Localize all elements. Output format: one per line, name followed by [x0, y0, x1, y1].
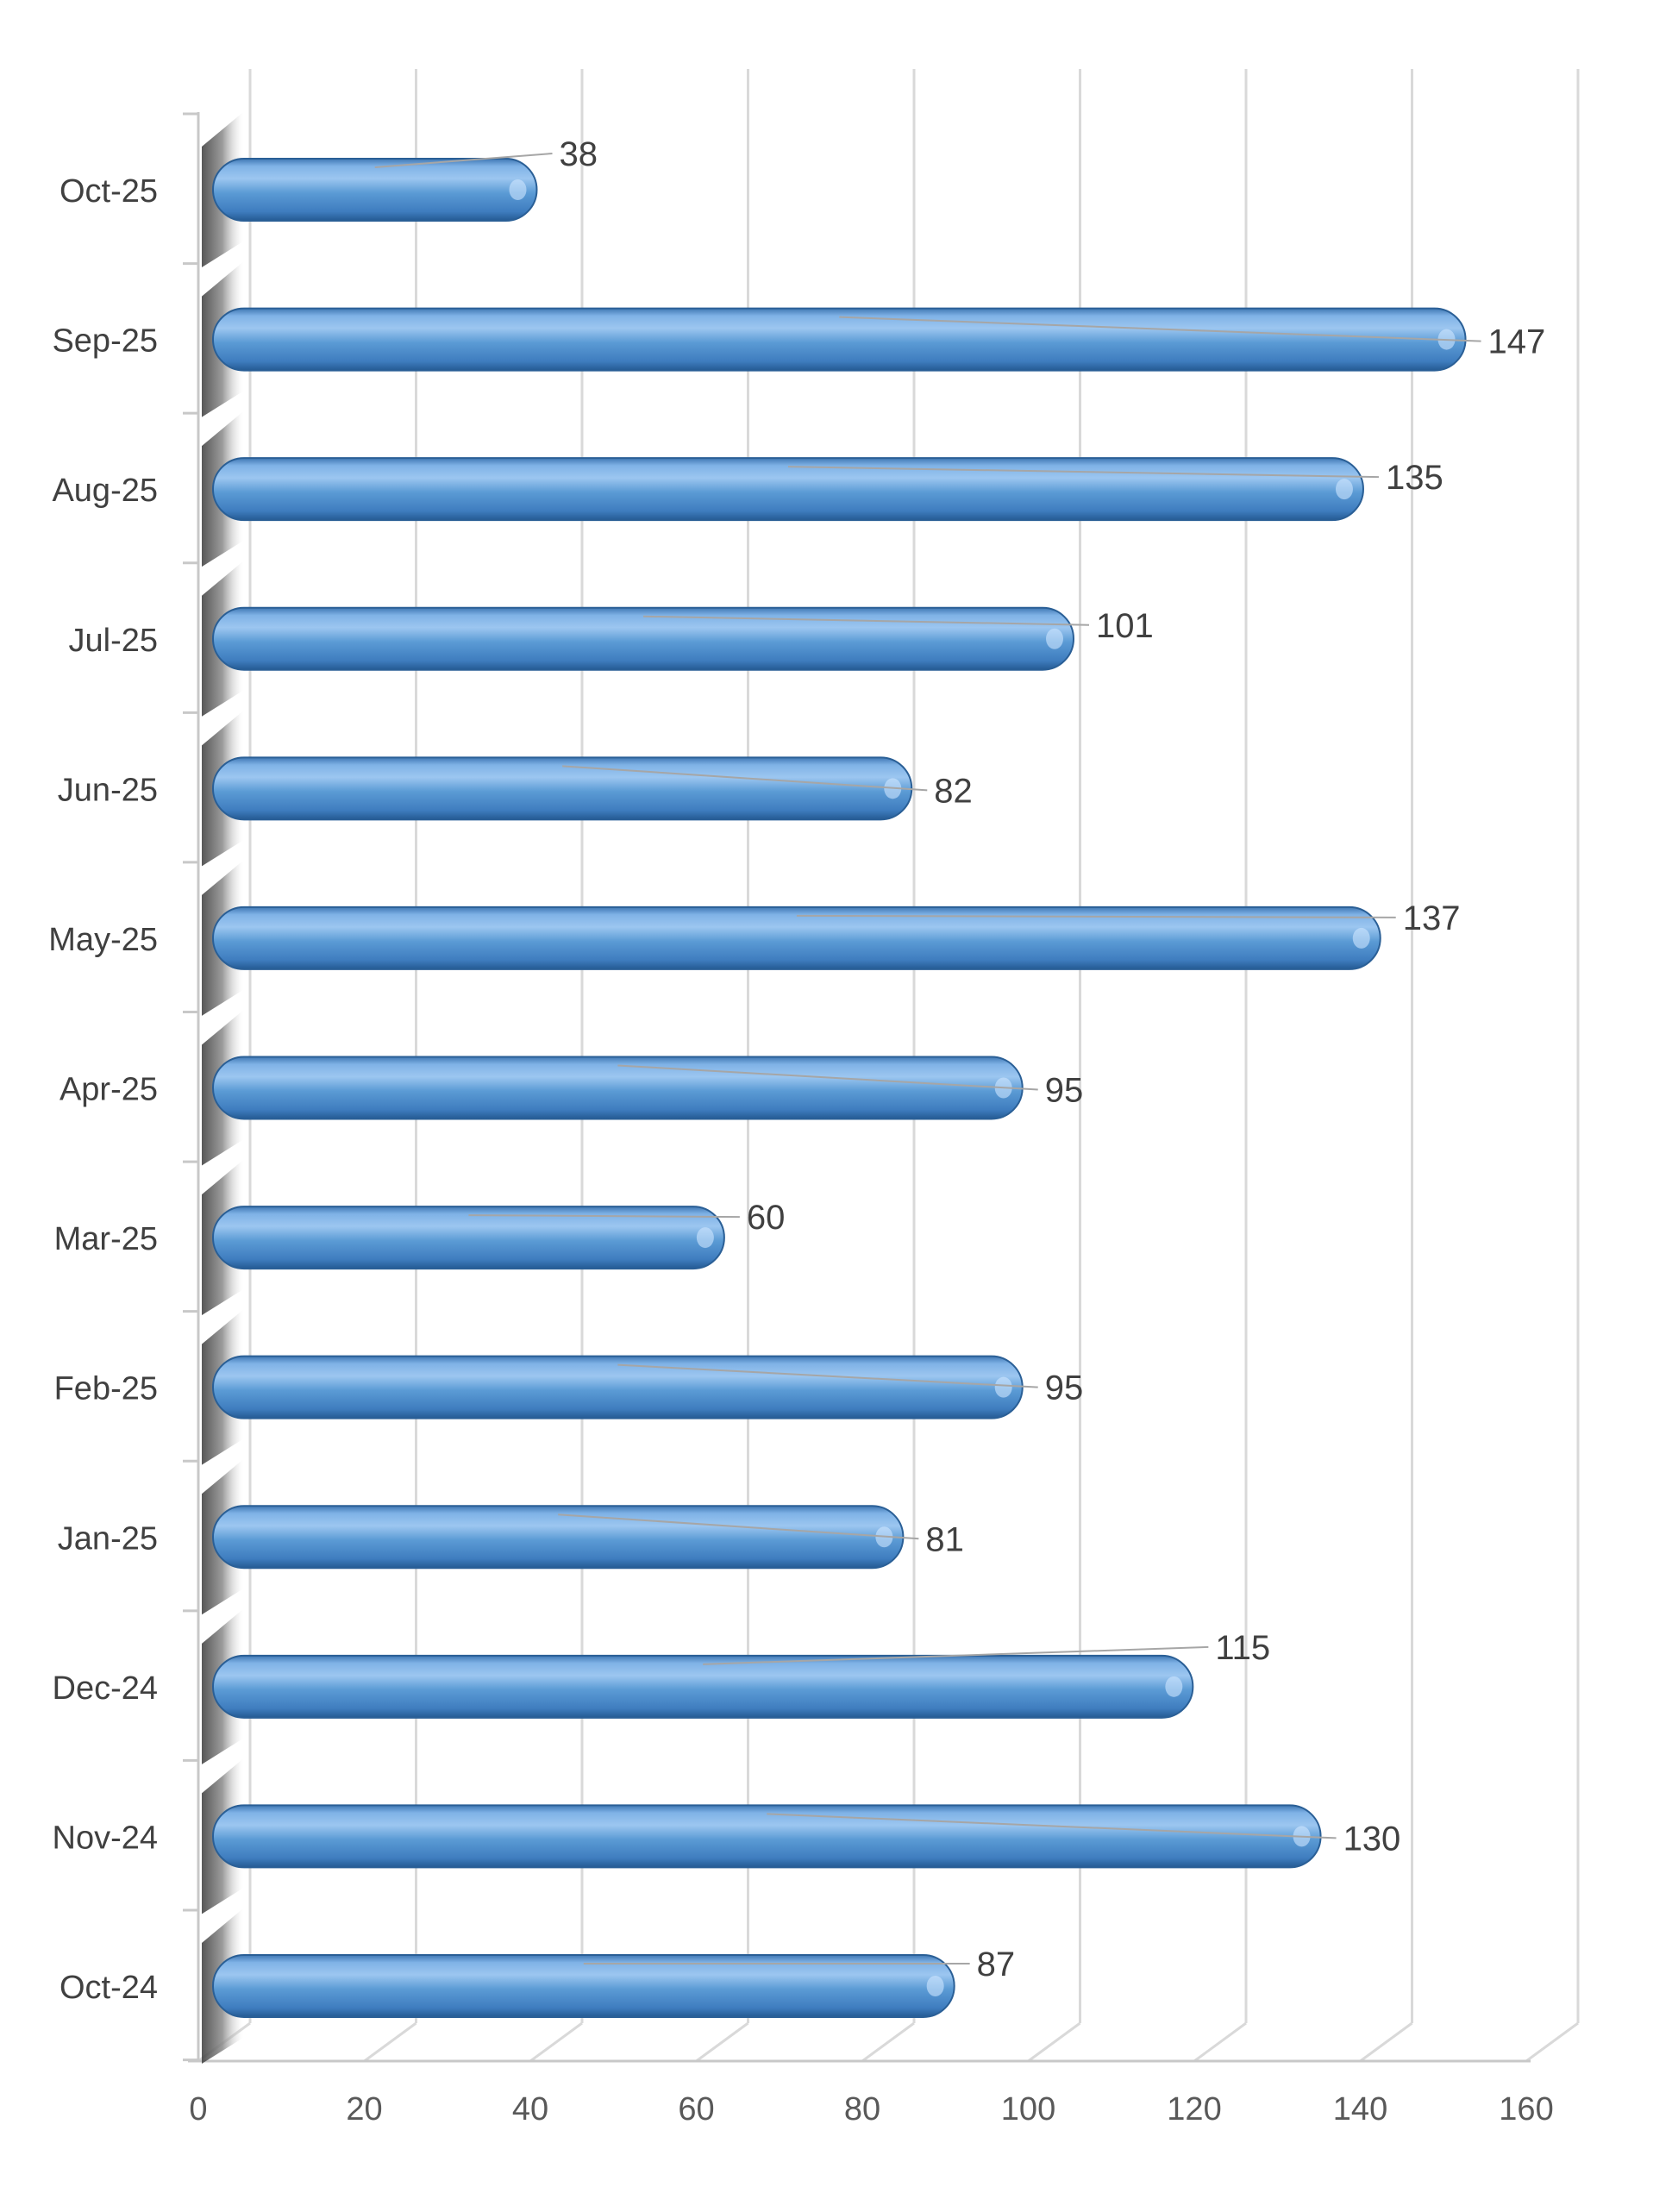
category-label: Jun-25: [58, 772, 158, 808]
category-label: May-25: [48, 922, 158, 958]
bar-body: [212, 1954, 955, 2018]
x-tick-labels: 0 20 40 60 80 100 120 140 160: [189, 2091, 1553, 2127]
leader-line: [839, 316, 1481, 342]
category-label: Apr-25: [59, 1072, 158, 1108]
floor-line-120: [1193, 2021, 1247, 2063]
bar-Sep-25: [212, 307, 1467, 372]
data-label: 130: [1343, 1820, 1401, 1858]
data-label: 95: [1045, 1369, 1084, 1407]
bar-May-25: [212, 905, 1381, 970]
bar-cap-highlight: [696, 1227, 714, 1249]
data-label: 82: [934, 772, 973, 810]
bar-Oct-25: [212, 158, 538, 222]
leader-line: [787, 466, 1379, 479]
bar-Jul-25: [212, 606, 1075, 671]
leader-line: [767, 1813, 1337, 1839]
bar-body: [212, 307, 1467, 372]
floor-line-140: [1359, 2021, 1413, 2063]
category-label: Oct-24: [59, 1970, 158, 2006]
data-label: 87: [977, 1946, 1016, 1983]
x-tick-label: 40: [512, 2091, 548, 2127]
floor-line-100: [1027, 2021, 1081, 2063]
x-tick-label: 120: [1167, 2091, 1221, 2127]
data-label: 95: [1045, 1072, 1084, 1110]
leader-line: [617, 1363, 1038, 1388]
category-label: Oct-25: [59, 173, 158, 210]
bar-body: [212, 606, 1075, 671]
bar-cap-highlight: [1046, 628, 1064, 649]
x-tick-label: 20: [346, 2091, 382, 2127]
leader-line: [617, 1064, 1038, 1091]
bar-cap-highlight: [1352, 927, 1370, 949]
bar-cap-highlight: [926, 1976, 944, 1996]
bar-body: [212, 158, 538, 222]
bar-cap-highlight: [509, 179, 527, 200]
bar-Oct-24: [212, 1954, 955, 2018]
category-label: Mar-25: [54, 1221, 158, 1257]
data-label: 137: [1403, 899, 1461, 937]
leader-line: [562, 765, 928, 792]
grid-layer: [183, 69, 1580, 2063]
leader-line: [703, 1645, 1209, 1665]
bar-Dec-24: [212, 1654, 1194, 1719]
bar-body: [212, 1654, 1194, 1719]
data-label: 147: [1488, 323, 1546, 361]
floor-line-20: [363, 2021, 417, 2063]
leader-line: [374, 153, 553, 168]
bar-cap-highlight: [1165, 1676, 1183, 1697]
x-tick-label: 60: [678, 2091, 714, 2127]
bars: [212, 158, 1467, 2018]
leader-line: [796, 914, 1396, 918]
bar-body: [212, 1206, 725, 1270]
bar-body: [212, 905, 1381, 970]
data-label: 115: [1215, 1629, 1270, 1667]
x-tick-label: 0: [189, 2091, 207, 2127]
data-label: 101: [1096, 607, 1154, 645]
floor-line-40: [529, 2021, 583, 2063]
category-label: Feb-25: [54, 1371, 158, 1407]
floor-line-160: [1525, 2021, 1579, 2063]
bar-Aug-25: [212, 457, 1364, 522]
bar-body: [212, 1804, 1322, 1869]
data-label: 135: [1386, 459, 1443, 497]
leader-line: [558, 1513, 919, 1540]
data-label: 60: [747, 1199, 786, 1237]
x-tick-label: 140: [1333, 2091, 1387, 2127]
bar-body: [212, 457, 1364, 522]
bar-cap-highlight: [1335, 479, 1353, 500]
category-label: Jul-25: [69, 623, 159, 659]
bar-Mar-25: [212, 1206, 725, 1270]
leader-line: [468, 1214, 740, 1219]
data-label: 38: [559, 135, 598, 173]
bar-cap-highlight: [994, 1376, 1012, 1398]
data-label: 81: [925, 1520, 964, 1558]
x-tick-label: 80: [844, 2091, 880, 2127]
floor-line-60: [695, 2021, 749, 2063]
data-labels: 38 147 135 101 82 137 95 60 95 81 115 130 87: [374, 135, 1546, 1983]
category-label: Nov-24: [53, 1820, 159, 1856]
x-tick-label: 160: [1499, 2091, 1553, 2127]
category-label: Aug-25: [52, 473, 158, 509]
category-label: Dec-24: [53, 1670, 159, 1707]
category-label: Jan-25: [58, 1520, 158, 1557]
floor-line-80: [861, 2021, 915, 2063]
category-label: Sep-25: [52, 323, 158, 360]
x-tick-label: 100: [1001, 2091, 1055, 2127]
leader-line: [642, 615, 1090, 626]
bar-Nov-24: [212, 1804, 1322, 1869]
category-labels: Oct-25 Sep-25 Aug-25 Jul-25 Jun-25 May-25 Apr-…: [48, 173, 158, 2006]
